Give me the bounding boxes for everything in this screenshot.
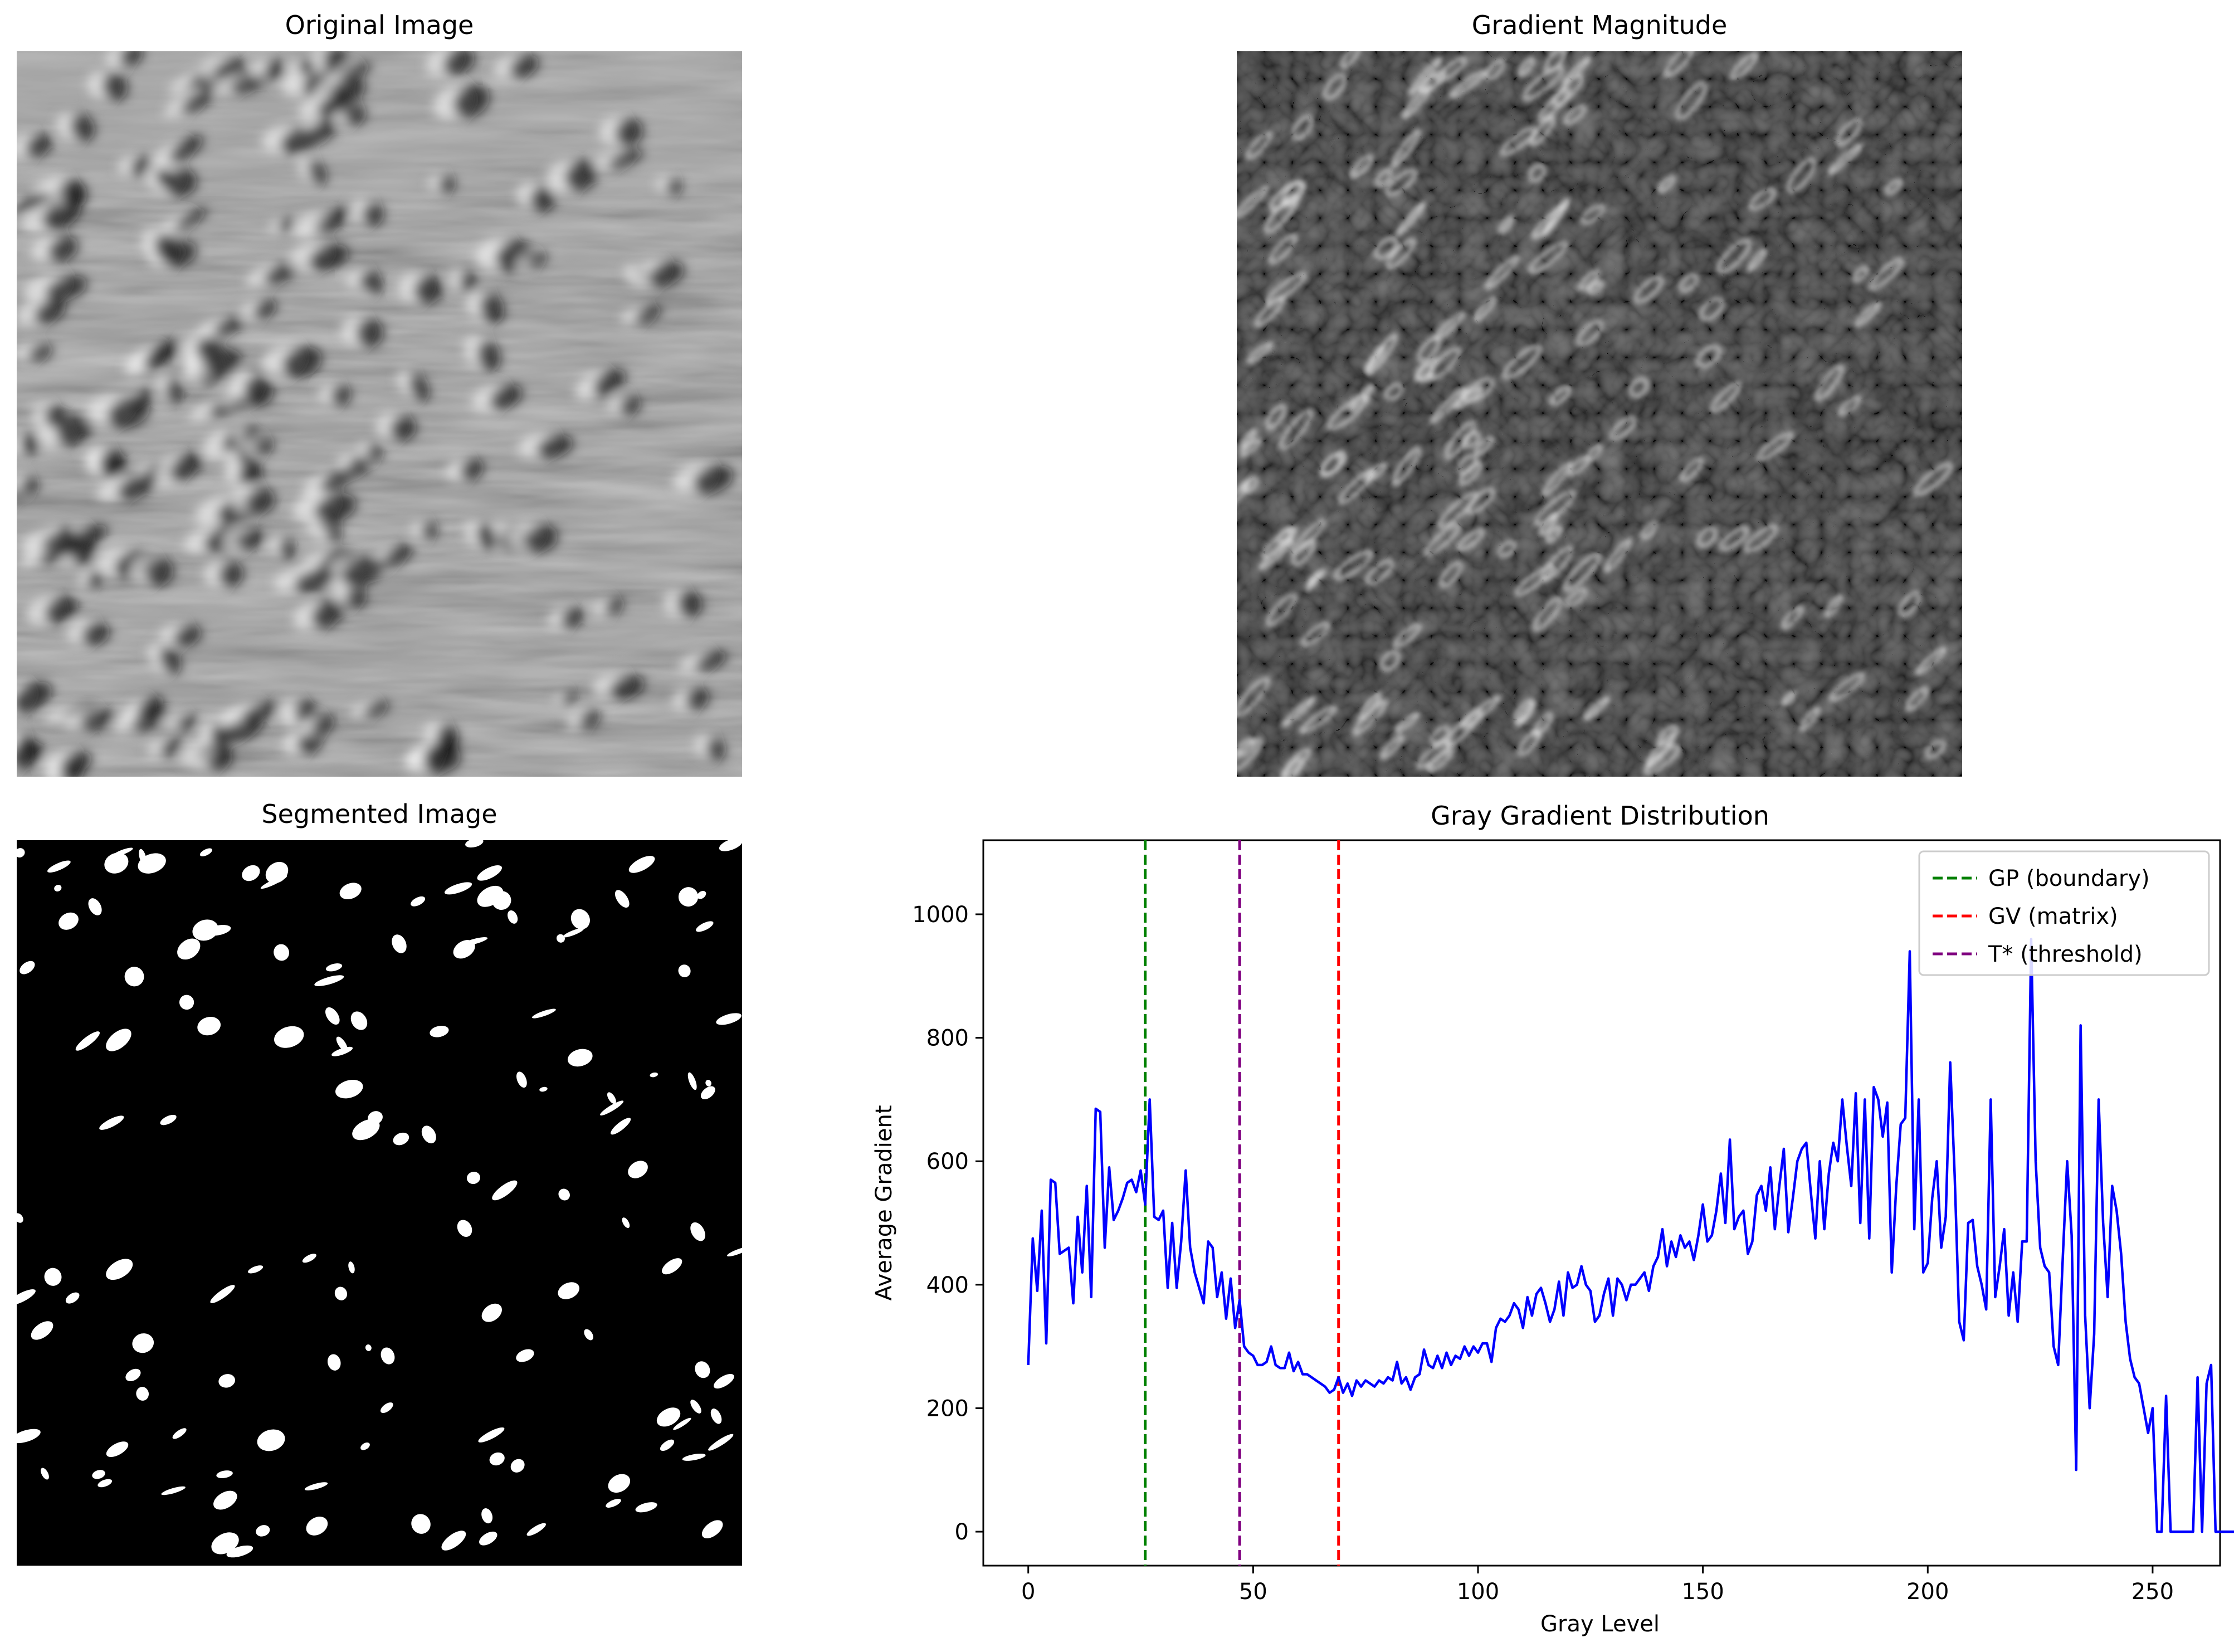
series-group (1027, 938, 2234, 1533)
segmented-image (17, 840, 742, 1566)
x-axis-label: Gray Level (1540, 1611, 1660, 1637)
y-tick-label: 200 (926, 1396, 969, 1421)
y-tick-label: 400 (926, 1273, 969, 1298)
legend-label: T* (threshold) (1988, 942, 2143, 967)
legend-box (1918, 850, 2210, 976)
original-image (17, 51, 742, 777)
gradient-series-line (1027, 938, 2234, 1533)
gradient-magnitude-title: Gradient Magnitude (1471, 10, 1728, 40)
y-tick-label: 800 (926, 1026, 969, 1051)
legend-label: GV (matrix) (1988, 904, 2118, 929)
x-axis: 0 50 100 150 200 250 (1021, 1566, 2174, 1605)
x-tick-label: 250 (2131, 1579, 2174, 1605)
chart-title: Gray Gradient Distribution (1431, 801, 1769, 831)
legend: GP (boundary) GV (matrix) T* (threshold) (1918, 850, 2210, 976)
y-tick-label: 1000 (912, 902, 969, 928)
gradient-magnitude-image (1237, 51, 1962, 777)
y-tick-label: 600 (926, 1149, 969, 1175)
legend-label: GP (boundary) (1988, 866, 2150, 891)
reference-lines (1144, 840, 1340, 1566)
segmented-image-blobs (17, 840, 742, 1566)
x-tick-label: 100 (1457, 1579, 1499, 1605)
original-image-title: Original Image (285, 10, 474, 40)
x-tick-label: 0 (1021, 1579, 1035, 1605)
original-image-texture (17, 51, 742, 777)
x-tick-label: 50 (1239, 1579, 1267, 1605)
gradient-magnitude-texture (1237, 51, 1962, 777)
segmented-image-title: Segmented Image (261, 799, 497, 829)
y-tick-label: 0 (955, 1519, 969, 1545)
y-axis: 0 200 400 600 800 1000 (912, 902, 983, 1545)
y-axis-label: Average Gradient (871, 1105, 897, 1300)
x-tick-label: 200 (1906, 1579, 1949, 1605)
plot-frame (982, 839, 2221, 1567)
x-tick-label: 150 (1681, 1579, 1724, 1605)
